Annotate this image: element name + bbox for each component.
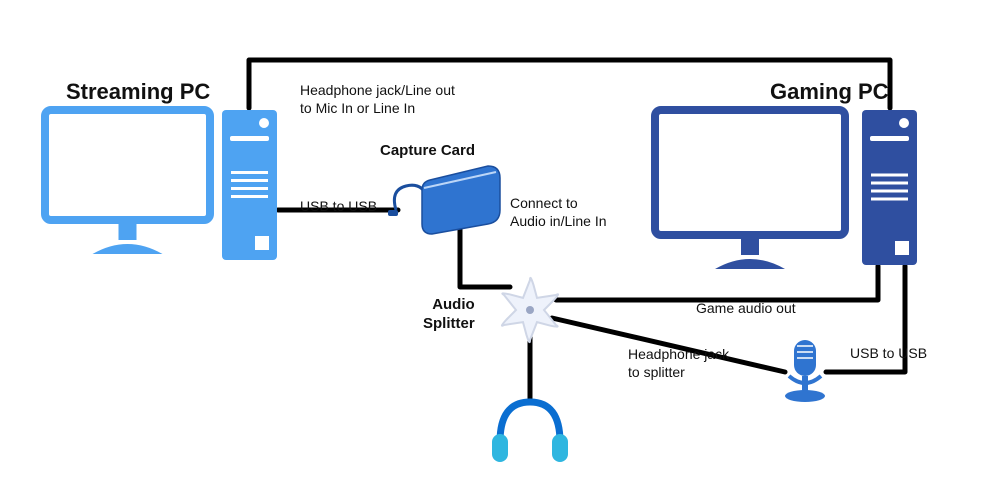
headphones-icon	[492, 402, 568, 462]
diagram-stage: Streaming PC Gaming PC Capture Card Audi…	[0, 0, 1000, 500]
streaming-pc-title: Streaming PC	[66, 78, 210, 106]
capture-card-icon	[388, 166, 500, 234]
microphone-icon	[785, 340, 825, 402]
audio-splitter-label: Audio Splitter	[423, 296, 475, 334]
edge-label-capture-audio: Connect to Audio in/Line In	[510, 195, 607, 230]
capture-card-label: Capture Card	[380, 142, 475, 161]
cable-splitter_to_gaming_tower	[556, 266, 878, 300]
edge-label-usb-capture: USB to USB	[300, 198, 377, 216]
edge-label-top: Headphone jack/Line out to Mic In or Lin…	[300, 82, 455, 117]
diagram-svg	[0, 0, 1000, 500]
edge-label-usb-mic: USB to USB	[850, 345, 927, 363]
gaming-pc-icon	[655, 110, 917, 269]
cable-capture_to_splitter	[460, 225, 510, 287]
edge-label-game-audio: Game audio out	[696, 300, 796, 318]
gaming-pc-title: Gaming PC	[770, 78, 889, 106]
streaming-pc-icon	[45, 110, 277, 260]
edge-label-hp-splitter: Headphone jack to splitter	[628, 346, 729, 381]
